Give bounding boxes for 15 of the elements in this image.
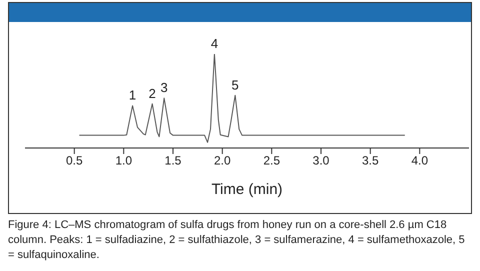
annotation: 1 bbox=[128, 88, 136, 103]
annotation: 3 bbox=[160, 80, 168, 96]
x-axis-title: Time (min) bbox=[211, 181, 283, 198]
x-tick-label: 1.0 bbox=[115, 154, 132, 168]
x-tick-label: 3.5 bbox=[362, 154, 379, 168]
x-tick-label: 4.0 bbox=[411, 154, 428, 168]
x-tick-label: 1.5 bbox=[164, 154, 182, 168]
annotation: 5 bbox=[232, 77, 239, 92]
x-tick-label: 2.0 bbox=[214, 154, 231, 168]
caption: Figure 4: LC–MS chromatogram of sulfa drugs from honey run on a core-shell 2.6 µm C18 column. Peaks: 1 = sulfadiazine, 2 = sulfathiazole, 3 = sulfamerazine, 4 = sulfamethoxazole, 5 = sulfaquinoxaline. bbox=[8, 218, 466, 263]
x-tick-label: 0.5 bbox=[66, 154, 83, 168]
annotation: 4 bbox=[210, 36, 218, 51]
annotation: 2 bbox=[148, 86, 156, 101]
x-tick-label: 2.5 bbox=[263, 154, 280, 168]
x-tick-label: 3.0 bbox=[312, 154, 330, 168]
